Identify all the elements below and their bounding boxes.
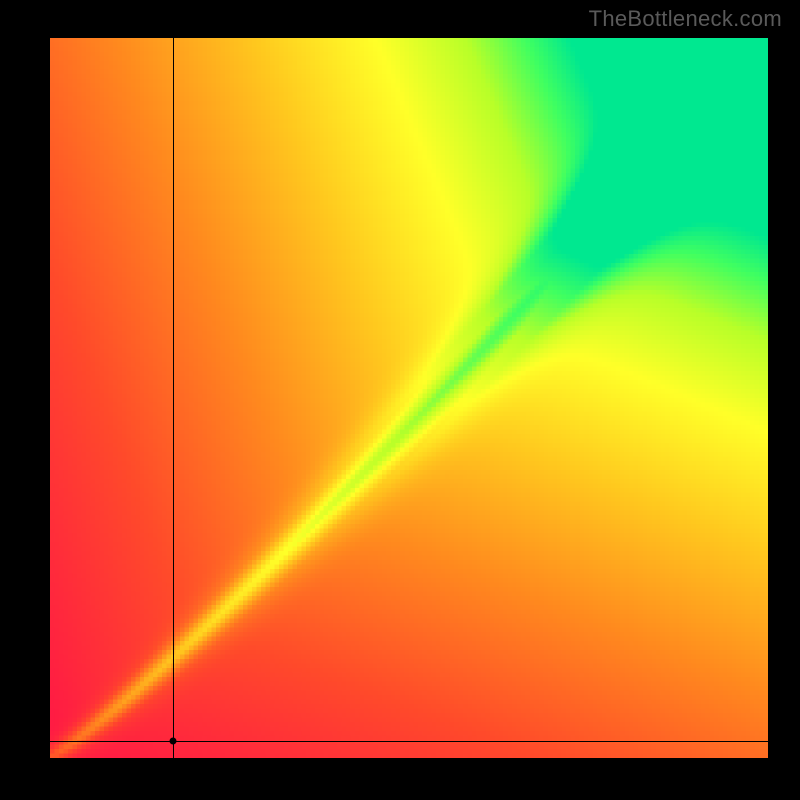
heatmap-canvas	[50, 38, 768, 758]
heatmap-plot-area	[50, 38, 768, 758]
watermark-text: TheBottleneck.com	[589, 6, 782, 32]
